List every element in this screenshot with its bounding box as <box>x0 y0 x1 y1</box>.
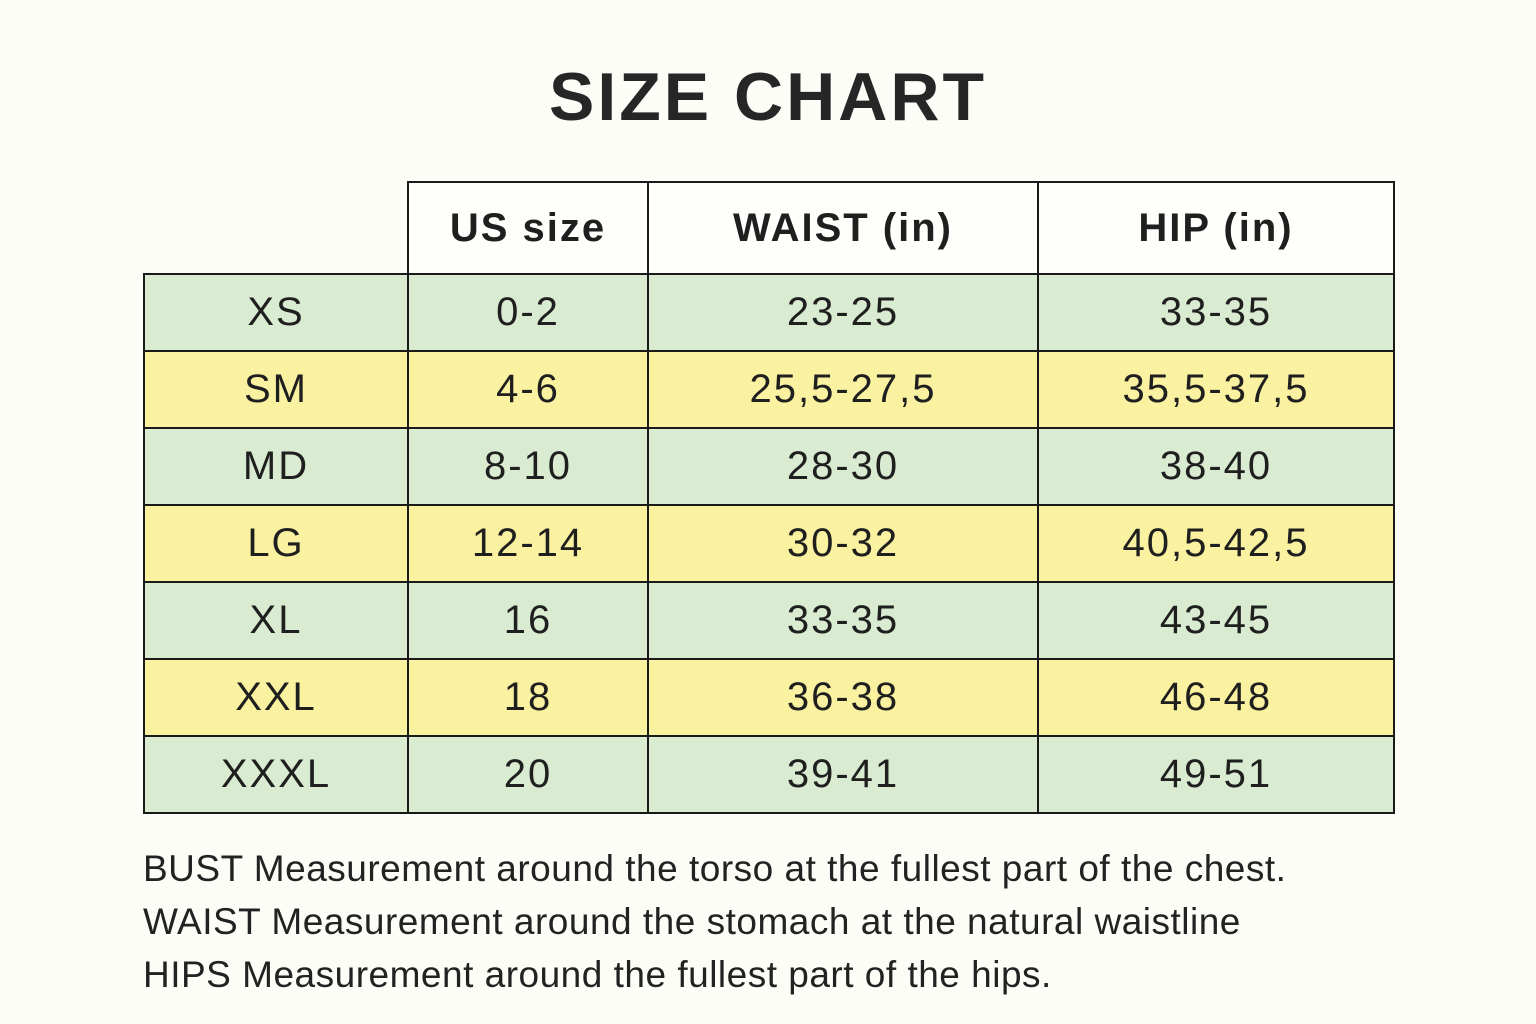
waist-value: 39-41 <box>647 735 1039 814</box>
header-hip: HIP (in) <box>1037 181 1395 275</box>
waist-value: 25,5-27,5 <box>647 350 1039 429</box>
us-size-value: 4-6 <box>407 350 649 429</box>
size-label: XS <box>143 273 409 352</box>
us-size-value: 8-10 <box>407 427 649 506</box>
us-size-value: 20 <box>407 735 649 814</box>
page-title: SIZE CHART <box>549 59 987 135</box>
header-row: US size WAIST (in) HIP (in) <box>144 181 1395 275</box>
table-row-md: MD 8-10 28-30 38-40 <box>143 427 1395 506</box>
us-size-value: 16 <box>407 581 649 660</box>
hip-value: 43-45 <box>1037 581 1395 660</box>
waist-value: 33-35 <box>647 581 1039 660</box>
measurement-notes: BUST Measurement around the torso at the… <box>143 842 1443 1001</box>
table-row-sm: SM 4-6 25,5-27,5 35,5-37,5 <box>143 350 1395 429</box>
us-size-value: 18 <box>407 658 649 737</box>
table-row-lg: LG 12-14 30-32 40,5-42,5 <box>143 504 1395 583</box>
table-row-xs: XS 0-2 23-25 33-35 <box>143 273 1395 352</box>
note-waist: WAIST Measurement around the stomach at … <box>143 901 1241 942</box>
hip-value: 35,5-37,5 <box>1037 350 1395 429</box>
size-label: LG <box>143 504 409 583</box>
table-row-xl: XL 16 33-35 43-45 <box>143 581 1395 660</box>
size-chart-table: US size WAIST (in) HIP (in) XS 0-2 23-25… <box>143 181 1395 814</box>
hip-value: 38-40 <box>1037 427 1395 506</box>
size-label: XXL <box>143 658 409 737</box>
header-us-size: US size <box>407 181 649 275</box>
hip-value: 46-48 <box>1037 658 1395 737</box>
note-bust: BUST Measurement around the torso at the… <box>143 848 1287 889</box>
hip-value: 33-35 <box>1037 273 1395 352</box>
hip-value: 49-51 <box>1037 735 1395 814</box>
hip-value: 40,5-42,5 <box>1037 504 1395 583</box>
corner-cell <box>144 182 408 274</box>
table-row-xxxl: XXXL 20 39-41 49-51 <box>143 735 1395 814</box>
size-label: SM <box>143 350 409 429</box>
table-row-xxl: XXL 18 36-38 46-48 <box>143 658 1395 737</box>
size-label: MD <box>143 427 409 506</box>
note-hips: HIPS Measurement around the fullest part… <box>143 954 1052 995</box>
us-size-value: 0-2 <box>407 273 649 352</box>
us-size-value: 12-14 <box>407 504 649 583</box>
header-waist: WAIST (in) <box>647 181 1039 275</box>
size-label: XL <box>143 581 409 660</box>
size-label: XXXL <box>143 735 409 814</box>
waist-value: 30-32 <box>647 504 1039 583</box>
waist-value: 23-25 <box>647 273 1039 352</box>
waist-value: 36-38 <box>647 658 1039 737</box>
waist-value: 28-30 <box>647 427 1039 506</box>
